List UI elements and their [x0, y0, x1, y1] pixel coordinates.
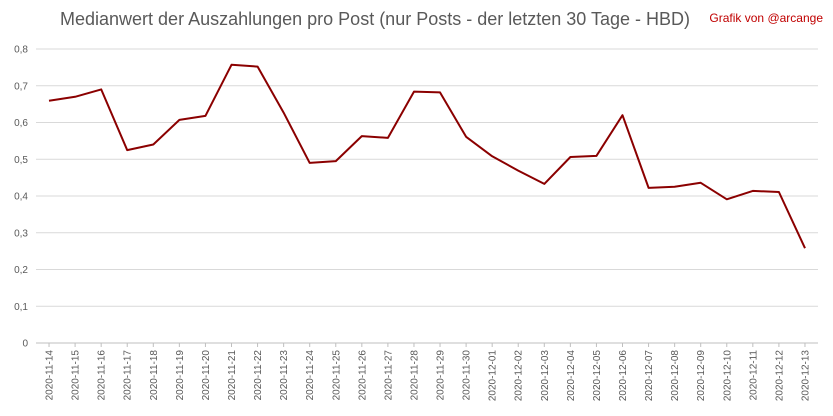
data-point	[178, 118, 181, 121]
data-point	[673, 185, 676, 188]
y-tick-label: 0,1	[14, 302, 28, 313]
data-point	[230, 63, 233, 66]
data-point	[465, 135, 468, 138]
data-point	[803, 247, 806, 250]
data-point	[126, 149, 129, 152]
data-point	[699, 181, 702, 184]
x-tick-label: 2020-11-21	[227, 350, 238, 401]
series-line	[48, 63, 806, 249]
x-tick-label: 2020-12-01	[488, 350, 499, 402]
x-tick-label: 2020-11-29	[436, 350, 447, 401]
x-tick-label: 2020-12-08	[670, 350, 681, 402]
x-tick-label: 2020-12-05	[592, 350, 603, 402]
data-point	[282, 111, 285, 114]
x-tick-label: 2020-12-11	[748, 350, 759, 401]
x-tick-label: 2020-11-24	[305, 350, 316, 401]
x-tick-label: 2020-11-22	[253, 350, 264, 401]
x-tick-label: 2020-12-10	[722, 350, 733, 402]
data-point	[569, 156, 572, 159]
y-tick-label: 0,5	[14, 155, 28, 166]
x-tick-label: 2020-11-14	[45, 350, 56, 401]
data-point	[725, 198, 728, 201]
x-tick-label: 2020-11-26	[357, 350, 368, 401]
x-tick-label: 2020-11-20	[201, 350, 212, 401]
data-point	[334, 160, 337, 163]
y-tick-label: 0,2	[14, 265, 28, 276]
data-point	[152, 143, 155, 146]
x-tick-label: 2020-11-16	[97, 350, 108, 401]
data-point	[439, 91, 442, 94]
x-tick-label: 2020-11-28	[409, 350, 420, 401]
chart-credit: Grafik von @arcange	[709, 11, 823, 25]
x-tick-label: 2020-12-07	[644, 350, 655, 402]
data-point	[777, 190, 780, 193]
data-point	[204, 114, 207, 117]
x-tick-label: 2020-12-02	[514, 350, 525, 402]
x-tick-label: 2020-12-12	[774, 350, 785, 402]
y-tick-label: 0,7	[14, 81, 28, 92]
data-point	[621, 114, 624, 117]
x-tick-label: 2020-11-23	[279, 350, 290, 401]
data-point	[74, 95, 77, 98]
x-tick-label: 2020-11-18	[149, 350, 160, 401]
data-point	[543, 182, 546, 185]
y-tick-label: 0,3	[14, 228, 28, 239]
data-point	[517, 169, 520, 172]
data-point	[386, 136, 389, 139]
data-point	[48, 99, 51, 102]
x-tick-label: 2020-11-17	[123, 350, 134, 401]
y-tick-label: 0,6	[14, 118, 28, 129]
x-tick-label: 2020-11-30	[462, 350, 473, 401]
y-tick-label: 0,4	[14, 192, 28, 203]
x-tick-label: 2020-12-04	[566, 350, 577, 402]
x-tick-label: 2020-11-15	[71, 350, 82, 401]
data-point	[412, 90, 415, 93]
x-tick-label: 2020-11-19	[175, 350, 186, 401]
x-tick-label: 2020-12-06	[618, 350, 629, 402]
x-tick-label: 2020-12-03	[540, 350, 551, 402]
data-point	[491, 155, 494, 158]
x-tick-label: 2020-11-27	[383, 350, 394, 401]
x-tick-label: 2020-12-09	[696, 350, 707, 402]
x-tick-label: 2020-12-13	[800, 350, 811, 402]
x-tick-label: 2020-11-25	[331, 350, 342, 401]
data-point	[308, 161, 311, 164]
data-point	[751, 189, 754, 192]
y-tick-label: 0	[22, 339, 28, 350]
data-point	[360, 135, 363, 138]
data-point	[595, 154, 598, 157]
data-point	[256, 65, 259, 68]
data-point	[100, 88, 103, 91]
chart-title: Medianwert der Auszahlungen pro Post (nu…	[60, 9, 690, 29]
y-tick-label: 0,8	[14, 45, 28, 56]
data-point	[647, 186, 650, 189]
